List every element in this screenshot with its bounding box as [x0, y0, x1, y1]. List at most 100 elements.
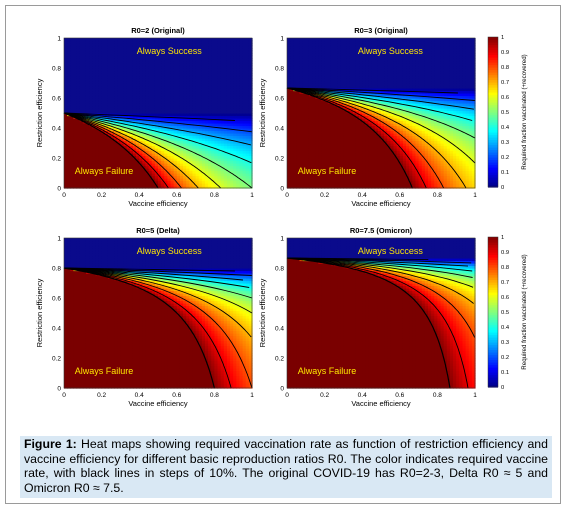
heatmap-cell [170, 153, 175, 157]
heatmap-cell [248, 105, 253, 109]
heatmap-cell [70, 120, 74, 124]
heatmap-cell [186, 153, 190, 157]
heatmap-cell [242, 40, 247, 44]
heatmap-cell [98, 63, 103, 67]
heatmap-cell [79, 135, 84, 139]
heatmap-cell [214, 140, 219, 144]
heatmap-cell [318, 105, 323, 109]
heatmap-cell [334, 145, 338, 149]
heatmap-cell [352, 80, 357, 84]
heatmap-cell [89, 98, 93, 102]
heatmap-cell [183, 45, 187, 49]
heatmap-cell [299, 68, 304, 72]
heatmap-cell [167, 148, 172, 152]
heatmap-cell [107, 83, 112, 87]
heatmap-cell [230, 50, 234, 54]
heatmap-cell [85, 83, 90, 87]
heatmap-cell [139, 105, 143, 109]
heatmap-cell [302, 115, 307, 119]
heatmap-cell [64, 85, 68, 89]
heatmap-cell [312, 130, 316, 134]
heatmap-cell [290, 98, 294, 102]
heatmap-cell [167, 168, 172, 172]
heatmap-cell [201, 85, 206, 89]
heatmap-cell [293, 123, 297, 127]
heatmap-cell [167, 145, 172, 149]
heatmap-cell [217, 60, 222, 64]
heatmap-cell [299, 178, 304, 182]
heatmap-cell [164, 113, 168, 117]
heatmap-cell [305, 143, 310, 147]
heatmap-cell [226, 150, 231, 154]
heatmap-cell [211, 85, 215, 89]
heatmap-cell [223, 148, 228, 152]
heatmap-cell [211, 50, 215, 54]
heatmap-cell [111, 180, 115, 184]
heatmap-cell [123, 175, 128, 179]
heatmap-cell [98, 135, 103, 139]
heatmap-cell [67, 128, 71, 132]
heatmap-cell [186, 135, 190, 139]
heatmap-cell [67, 58, 71, 62]
heatmap-cell [189, 150, 194, 154]
heatmap-cell [179, 148, 184, 152]
heatmap-cell [104, 48, 109, 52]
heatmap-cell [76, 175, 81, 179]
heatmap-cell [92, 150, 96, 154]
heatmap-cell [236, 110, 241, 114]
heatmap-cell [245, 123, 250, 127]
heatmap-cell [85, 150, 90, 154]
heatmap-cell [67, 100, 71, 104]
heatmap-cell [89, 60, 93, 64]
heatmap-cell [195, 58, 200, 62]
heatmap-cell [192, 55, 197, 59]
heatmap-cell [346, 138, 351, 142]
heatmap-cell [324, 140, 329, 144]
heatmap-cell [189, 173, 194, 177]
heatmap-cell [70, 148, 74, 152]
heatmap-cell [189, 170, 194, 174]
heatmap-cell [220, 163, 225, 167]
heatmap-cell [117, 48, 121, 52]
heatmap-cell [198, 130, 203, 134]
heatmap-cell [349, 135, 354, 139]
heatmap-cell [126, 98, 131, 102]
heatmap-cell [330, 48, 335, 52]
heatmap-cell [195, 163, 200, 167]
heatmap-cell [183, 113, 187, 117]
heatmap-cell [192, 95, 197, 99]
heatmap-cell [239, 78, 244, 82]
heatmap-cell [220, 50, 225, 54]
heatmap-cell [327, 178, 332, 182]
heatmap-cell [120, 73, 125, 77]
heatmap-cell [334, 50, 338, 54]
heatmap-cell [201, 108, 206, 112]
heatmap-cell [308, 43, 313, 47]
heatmap-cell [245, 170, 250, 174]
heatmap-cell [302, 183, 307, 187]
heatmap-cell [346, 53, 351, 57]
heatmap-cell [167, 163, 172, 167]
heatmap-cell [290, 160, 294, 164]
heatmap-cell [334, 163, 338, 167]
heatmap-cell [154, 120, 159, 124]
heatmap-cell [98, 178, 103, 182]
heatmap-cell [195, 150, 200, 154]
heatmap-cell [95, 43, 100, 47]
heatmap-cell [205, 110, 209, 114]
heatmap-cell [173, 60, 178, 64]
heatmap-cell [104, 165, 109, 169]
heatmap-cell [296, 150, 301, 154]
heatmap-cell [340, 48, 344, 52]
heatmap-cell [334, 168, 338, 172]
heatmap-cell [179, 40, 184, 44]
heatmap-cell [226, 153, 231, 157]
heatmap-cell [89, 145, 93, 149]
heatmap-cell [198, 178, 203, 182]
heatmap-cell [79, 143, 84, 147]
heatmap-cell [183, 63, 187, 67]
heatmap-cell [208, 43, 212, 47]
heatmap-cell [104, 173, 109, 177]
heatmap-cell [195, 148, 200, 152]
heatmap-cell [104, 80, 109, 84]
